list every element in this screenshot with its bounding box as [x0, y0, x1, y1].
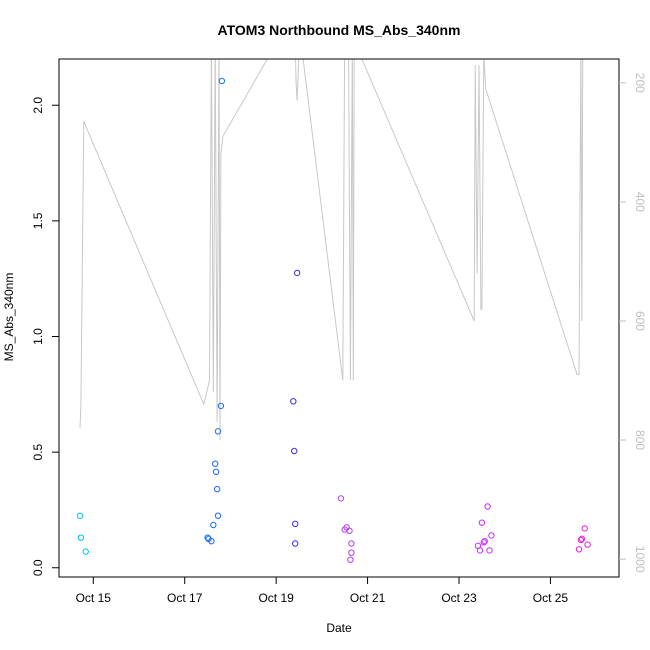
data-point: [584, 541, 591, 548]
x-tick-label: Oct 17: [167, 591, 203, 605]
right-tick-label: 600: [633, 311, 647, 331]
y-tick-label: 0.5: [31, 443, 45, 460]
data-point: [77, 534, 85, 541]
data-point: [347, 556, 354, 563]
data-point: [218, 77, 226, 85]
data-point: [292, 520, 299, 527]
points-layer: [76, 77, 591, 563]
chart-title: ATOM3 Northbound MS_Abs_340nm: [218, 22, 461, 38]
y-axis-right: 200 400 600 800 1000: [619, 73, 647, 573]
data-point: [481, 538, 488, 545]
data-point: [486, 547, 493, 554]
x-axis-label: Date: [326, 621, 352, 635]
right-tick-label: 1000: [633, 546, 647, 573]
y-tick-label: 2.0: [31, 97, 45, 114]
x-tick-label: Oct 19: [258, 591, 294, 605]
data-point: [348, 540, 355, 547]
data-point: [212, 468, 220, 475]
right-tick-label: 800: [633, 430, 647, 450]
y-axis-label: MS_Abs_340nm: [2, 273, 16, 362]
y-tick-label: 1.0: [31, 328, 45, 345]
data-point: [204, 534, 211, 541]
data-point: [212, 460, 219, 467]
data-point: [577, 536, 585, 544]
data-point: [478, 519, 486, 526]
data-point: [480, 539, 487, 546]
altitude-line: [79, 59, 584, 441]
data-point: [476, 547, 484, 554]
data-point: [210, 521, 217, 529]
data-point: [346, 527, 353, 534]
data-point: [578, 535, 586, 542]
data-point: [293, 269, 301, 277]
y-tick-label: 1.5: [31, 212, 45, 229]
right-tick-label: 200: [633, 73, 647, 93]
plot-frame: [58, 58, 620, 578]
data-point: [214, 428, 222, 435]
data-point: [291, 447, 298, 455]
x-axis: Oct 15 Oct 17 Oct 19 Oct 21 Oct 23 Oct 25: [76, 577, 569, 605]
data-point: [581, 525, 588, 532]
data-point: [575, 546, 583, 553]
data-point: [213, 485, 221, 493]
y-axis: 0.0 0.5 1.0 1.5 2.0: [31, 97, 59, 576]
altitude-layer: [79, 59, 584, 441]
right-tick-label: 400: [633, 192, 647, 212]
data-point: [337, 495, 345, 502]
x-tick-label: Oct 23: [441, 591, 477, 605]
x-tick-label: Oct 25: [533, 591, 569, 605]
y-tick-label: 0.0: [31, 559, 45, 576]
x-tick-label: Oct 21: [350, 591, 386, 605]
data-point: [217, 402, 225, 410]
x-tick-label: Oct 15: [76, 591, 112, 605]
data-point: [208, 538, 215, 545]
data-point: [290, 398, 297, 405]
data-point: [82, 548, 89, 555]
data-point: [348, 549, 355, 556]
data-point: [214, 512, 222, 519]
data-point: [488, 532, 495, 539]
data-point: [76, 512, 84, 519]
data-point: [484, 503, 491, 510]
data-point: [292, 540, 299, 547]
